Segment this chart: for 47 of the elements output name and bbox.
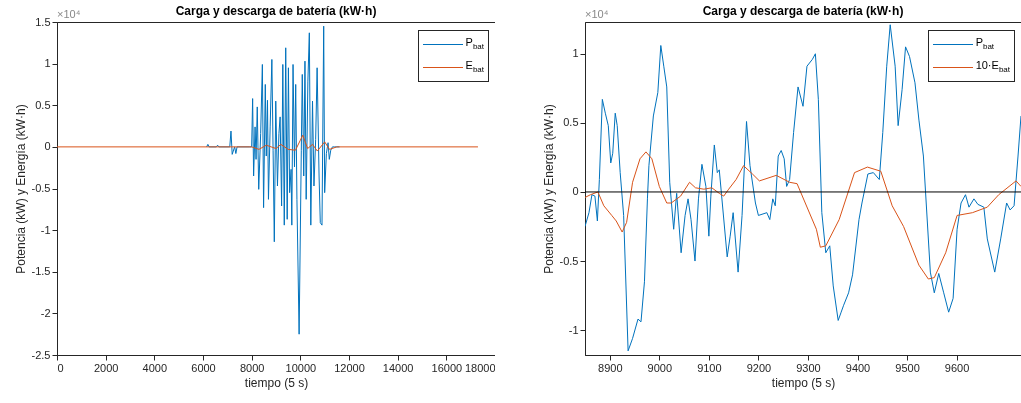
legend-label: 10·E$_{bat}$ <box>975 58 1010 77</box>
chart-title: Carga y descarga de batería (kW·h) <box>702 4 904 18</box>
y-tick-label: -1 <box>568 323 579 336</box>
y-tick-label: -1 <box>40 223 51 236</box>
x-tick-label: 12000 <box>334 361 365 374</box>
x-tick-label: 6000 <box>191 361 216 374</box>
y-axis-title: Potencia (kW) y Energía (kW·h) <box>541 104 556 274</box>
legend-label: E$_{bat}$ <box>465 58 484 77</box>
x-tick-label: 0 <box>57 361 64 374</box>
x-tick-label: 16000 <box>431 361 463 374</box>
y-tick-label: 1.5 <box>35 15 51 28</box>
x-tick-label: 18000 <box>464 361 496 374</box>
x-tick-label: 10000 <box>285 361 317 374</box>
y-tick-label: -2.5 <box>31 348 51 361</box>
y-axis-title: Potencia (kW) y Energía (kW·h) <box>13 104 28 274</box>
x-tick-label: 4000 <box>142 361 168 374</box>
line-series <box>585 151 1021 280</box>
x-tick-label: 2000 <box>93 361 119 374</box>
y-tick-label: 1 <box>572 47 579 60</box>
x-tick-label: 8900 <box>598 361 623 374</box>
y-tick-label: -1.5 <box>31 265 51 278</box>
y-tick-label: -0.5 <box>31 182 51 194</box>
x-tick-label: 9500 <box>895 361 920 374</box>
text: ×10⁴ <box>585 8 609 20</box>
text: ×10⁴ <box>57 8 81 20</box>
x-tick-label: 9300 <box>796 361 821 374</box>
line-series <box>585 24 1021 352</box>
x-tick-label: 9600 <box>944 361 970 374</box>
y-tick-label: 0.5 <box>35 98 51 111</box>
y-tick-label: 1 <box>44 57 51 70</box>
legend-label: P$_{bat}$ <box>975 35 995 54</box>
chart-title: Carga y descarga de batería (kW·h) <box>175 4 377 18</box>
x-axis-title: tiempo (5 s) <box>771 375 836 390</box>
x-tick-label: 8000 <box>239 361 265 374</box>
x-axis-title: tiempo (5 s) <box>244 375 309 390</box>
x-tick-label: 9200 <box>746 361 772 374</box>
y-tick-label: 0 <box>572 185 579 198</box>
x-tick-label: 14000 <box>382 361 414 374</box>
x-tick-label: 9100 <box>697 361 722 374</box>
x-tick-label: 9400 <box>845 361 871 374</box>
legend-label: P$_{bat}$ <box>465 35 484 54</box>
y-tick-label: 0 <box>44 140 51 153</box>
line-series <box>57 134 479 152</box>
y-tick-label: 0.5 <box>563 116 579 129</box>
y-tick-label: -2 <box>40 306 51 319</box>
x-tick-label: 9000 <box>647 361 673 374</box>
y-tick-label: -0.5 <box>559 254 579 267</box>
